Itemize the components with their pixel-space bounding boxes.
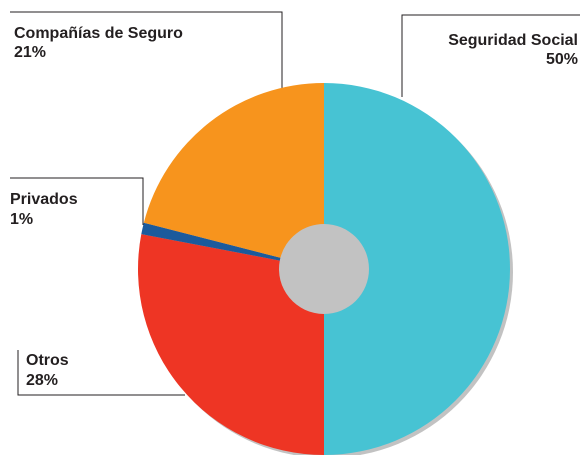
slice: [143, 83, 324, 258]
slice-value-label: 28%: [26, 372, 58, 389]
slice: [138, 234, 324, 455]
leader-line: [17, 350, 185, 396]
leader-lines: [10, 11, 580, 396]
slice: [324, 83, 510, 455]
slice-label: Otros: [26, 352, 69, 369]
slice-label: Compañías de Seguro: [14, 25, 183, 42]
leader-line: [10, 177, 144, 225]
slice-value-label: 50%: [546, 51, 578, 68]
slices: [138, 83, 513, 455]
slice-value-label: 1%: [10, 211, 33, 228]
slice: [141, 222, 281, 261]
slice-label: Seguridad Social: [448, 32, 578, 49]
leader-line: [401, 14, 580, 97]
slice-label: Privados: [10, 191, 78, 208]
slice-value-label: 21%: [14, 44, 46, 61]
leader-line: [10, 11, 283, 88]
